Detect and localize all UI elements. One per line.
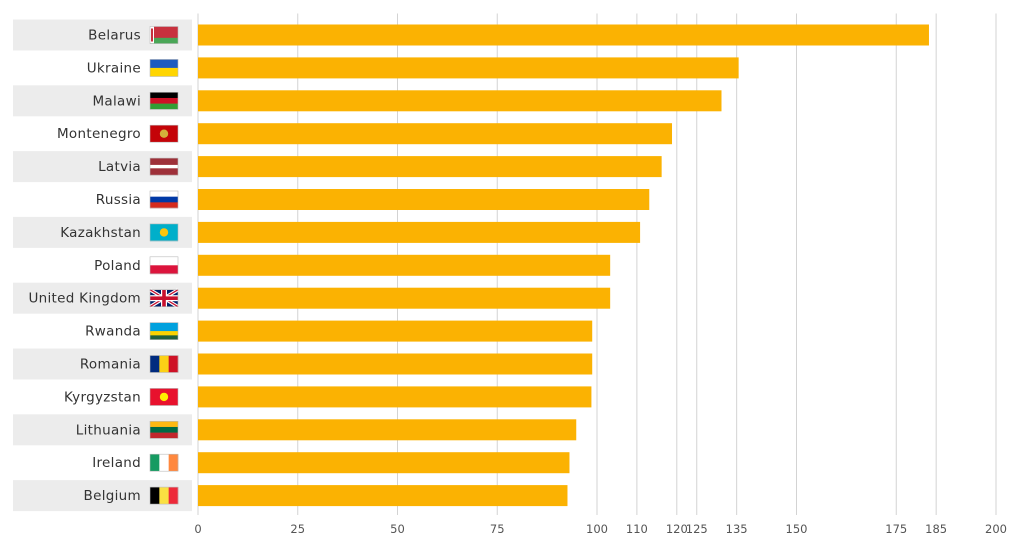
x-tick-label: 120: [666, 522, 688, 536]
flags: [149, 26, 179, 505]
bar: [198, 386, 592, 408]
category-label: Montenegro: [57, 126, 141, 142]
category-label: Belarus: [88, 28, 141, 44]
flag-icon: [149, 355, 179, 373]
x-tick-label: 200: [985, 522, 1007, 536]
category-label: Ireland: [92, 455, 141, 471]
x-tick-label: 75: [490, 522, 505, 536]
x-tick-label: 185: [925, 522, 947, 536]
category-label: Latvia: [98, 159, 141, 175]
bars: [198, 24, 929, 507]
flag-icon: [149, 256, 179, 275]
bar: [198, 353, 593, 375]
bar: [198, 419, 577, 441]
flag-icon: [149, 124, 179, 143]
x-tick-label: 175: [885, 522, 907, 536]
flag-icon: [149, 288, 179, 309]
bar: [198, 189, 650, 210]
flag-icon: [149, 223, 179, 242]
category-label: Lithuania: [76, 422, 141, 438]
flag-icon: [149, 190, 179, 209]
bar: [198, 156, 662, 178]
bar: [198, 57, 739, 79]
x-tick-label: 110: [626, 522, 648, 536]
bar: [198, 123, 673, 145]
category-label: Kazakhstan: [60, 225, 141, 241]
flag-icon: [149, 59, 179, 77]
category-label: Malawi: [92, 93, 141, 109]
x-tick-label: 25: [290, 522, 305, 536]
category-label: Kyrgyzstan: [64, 389, 141, 405]
flag-icon: [149, 486, 179, 505]
x-tick-label: 50: [390, 522, 405, 536]
category-label: Belgium: [84, 488, 141, 504]
flag-icon: [149, 322, 179, 340]
x-tick-label: 135: [726, 522, 748, 536]
category-label: Poland: [94, 258, 141, 274]
category-label: Ukraine: [87, 60, 141, 76]
flag-icon: [149, 388, 179, 406]
bar: [198, 485, 568, 507]
bar: [198, 287, 611, 309]
bar: [198, 254, 611, 276]
bar: [198, 320, 593, 342]
x-tick-label: 100: [586, 522, 608, 536]
x-tick-label: 125: [686, 522, 708, 536]
flag-icon: [149, 420, 179, 439]
x-tick-label: 150: [786, 522, 808, 536]
category-label: United Kingdom: [28, 291, 141, 307]
flag-icon: [149, 92, 179, 110]
flag-icon: [149, 157, 179, 176]
category-label: Russia: [96, 192, 141, 208]
flag-icon: [149, 453, 179, 472]
flag-icon: [149, 26, 179, 44]
category-label: Romania: [80, 357, 141, 373]
bar: [198, 24, 929, 46]
bar: [198, 221, 641, 243]
bar: [198, 452, 570, 474]
x-tick-label: 0: [194, 522, 201, 536]
bar: [198, 90, 722, 112]
category-label: Rwanda: [85, 324, 141, 340]
category-labels: Belarus Ukraine Malawi Montenegro Latvia Russ…: [28, 28, 141, 505]
